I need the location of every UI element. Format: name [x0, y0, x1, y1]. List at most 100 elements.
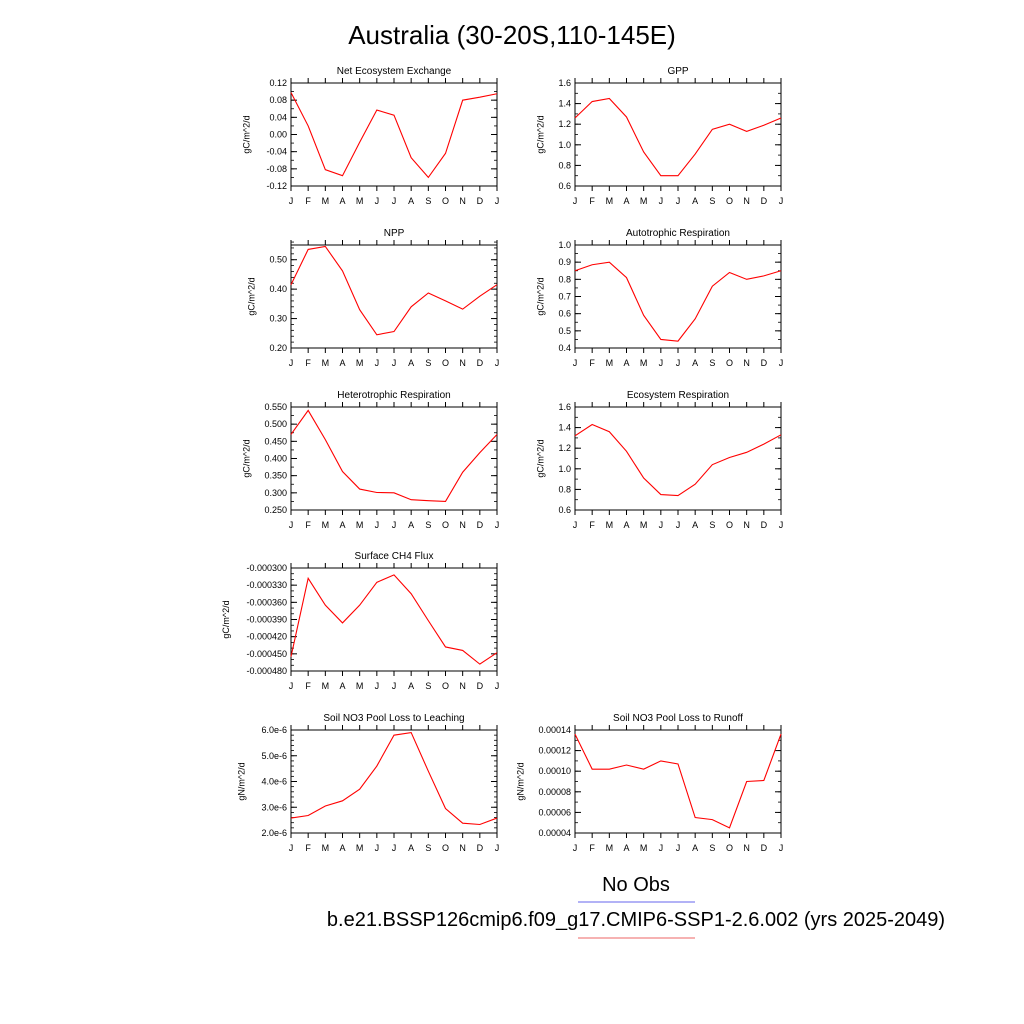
- x-tick-label: M: [356, 358, 364, 368]
- chart-panel-8: Soil NO3 Pool Loss to Leaching 2.0e-6 3.0e…: [236, 713, 499, 853]
- x-tick-label: F: [305, 358, 311, 368]
- y-tick-label: 0.5: [558, 326, 571, 336]
- x-tick-label: A: [692, 520, 698, 530]
- x-tick-label: J: [676, 843, 681, 853]
- x-tick-label: J: [495, 681, 500, 691]
- chart-panel-4: Autotrophic Respiration 0.4 0.5 0.6 0.7 0.8 0.…: [536, 228, 784, 368]
- x-tick-label: A: [408, 358, 414, 368]
- y-tick-label: 0.00014: [538, 725, 571, 735]
- x-tick-label: S: [709, 196, 715, 206]
- x-tick-label: M: [606, 843, 614, 853]
- x-tick-label: A: [623, 358, 629, 368]
- x-tick-label: J: [289, 358, 294, 368]
- x-tick-label: J: [375, 520, 380, 530]
- x-tick-label: J: [779, 843, 784, 853]
- panel-title: Surface CH4 Flux: [355, 551, 434, 562]
- x-tick-label: S: [425, 843, 431, 853]
- plot-frame: [574, 406, 782, 511]
- x-tick-label: A: [339, 520, 345, 530]
- x-tick-label: S: [709, 843, 715, 853]
- x-tick-label: J: [392, 843, 397, 853]
- x-tick-label: M: [640, 358, 648, 368]
- x-tick-label: J: [659, 843, 664, 853]
- y-tick-label: 0.7: [558, 292, 571, 302]
- y-tick-label: -0.000390: [246, 615, 287, 625]
- series-line: [574, 97, 782, 177]
- y-tick-label: -0.000300: [246, 563, 287, 573]
- x-tick-label: A: [339, 358, 345, 368]
- y-tick-label: 1.2: [558, 443, 571, 453]
- x-tick-label: A: [339, 681, 345, 691]
- x-tick-label: S: [709, 520, 715, 530]
- x-tick-label: N: [459, 196, 466, 206]
- y-tick-label: -0.000330: [246, 580, 287, 590]
- x-tick-label: O: [726, 358, 733, 368]
- x-tick-label: J: [659, 520, 664, 530]
- y-tick-label: 0.6: [558, 309, 571, 319]
- y-tick-label: 0.20: [269, 343, 287, 353]
- x-tick-label: O: [726, 520, 733, 530]
- x-tick-label: D: [761, 196, 768, 206]
- panel-title: Soil NO3 Pool Loss to Runoff: [613, 713, 743, 724]
- x-tick-label: J: [659, 196, 664, 206]
- y-axis-label: gC/m^2/d: [536, 115, 546, 153]
- chart-panel-1: Net Ecosystem Exchange -0.12 -0.08 -0.04 0.0…: [242, 66, 500, 206]
- y-tick-label: 0.04: [269, 112, 287, 122]
- panel-title: Ecosystem Respiration: [627, 390, 729, 401]
- plot-frame: [574, 82, 782, 187]
- x-tick-label: O: [442, 520, 449, 530]
- y-tick-label: 0.30: [269, 314, 287, 324]
- panel-title: GPP: [667, 66, 688, 77]
- series-line: [290, 245, 498, 336]
- x-tick-label: J: [289, 843, 294, 853]
- y-tick-label: 0.8: [558, 274, 571, 284]
- x-tick-label: F: [305, 520, 311, 530]
- y-tick-label: 0.8: [558, 160, 571, 170]
- panel-title: Autotrophic Respiration: [626, 228, 730, 239]
- x-tick-label: J: [779, 196, 784, 206]
- y-axis-label: gC/m^2/d: [242, 439, 252, 477]
- x-tick-label: O: [442, 358, 449, 368]
- x-tick-label: J: [779, 358, 784, 368]
- y-tick-label: -0.000420: [246, 632, 287, 642]
- y-tick-label: 0.300: [264, 488, 287, 498]
- panel-title: Heterotrophic Respiration: [337, 390, 450, 401]
- x-tick-label: N: [743, 196, 750, 206]
- plot-frame: [290, 729, 498, 834]
- x-tick-label: M: [606, 196, 614, 206]
- y-tick-label: 0.350: [264, 471, 287, 481]
- y-axis-label: gN/m^2/d: [515, 762, 525, 800]
- x-tick-label: D: [477, 358, 484, 368]
- x-tick-label: J: [676, 196, 681, 206]
- y-tick-label: 0.00004: [538, 828, 571, 838]
- x-tick-label: S: [425, 358, 431, 368]
- x-tick-label: A: [623, 196, 629, 206]
- x-tick-label: J: [573, 358, 578, 368]
- y-tick-label: 0.40: [269, 284, 287, 294]
- figure-title: Australia (30-20S,110-145E): [348, 20, 676, 50]
- x-tick-label: F: [589, 358, 595, 368]
- y-tick-label: 2.0e-6: [261, 828, 287, 838]
- x-tick-label: M: [322, 196, 330, 206]
- x-tick-label: O: [442, 681, 449, 691]
- x-tick-label: D: [477, 520, 484, 530]
- y-tick-label: 1.0: [558, 240, 571, 250]
- x-tick-label: A: [692, 843, 698, 853]
- x-tick-label: O: [442, 843, 449, 853]
- y-tick-label: 0.08: [269, 95, 287, 105]
- x-tick-label: S: [709, 358, 715, 368]
- y-axis-label: gC/m^2/d: [536, 277, 546, 315]
- y-tick-label: 0.400: [264, 454, 287, 464]
- y-tick-label: 0.50: [269, 255, 287, 265]
- x-tick-label: J: [289, 196, 294, 206]
- x-tick-label: S: [425, 681, 431, 691]
- y-axis-label: gN/m^2/d: [236, 762, 246, 800]
- x-tick-label: A: [692, 196, 698, 206]
- y-tick-label: -0.12: [266, 181, 287, 191]
- y-tick-label: -0.08: [266, 164, 287, 174]
- x-tick-label: J: [573, 520, 578, 530]
- x-tick-label: D: [761, 520, 768, 530]
- y-tick-label: 0.550: [264, 402, 287, 412]
- x-tick-label: S: [425, 196, 431, 206]
